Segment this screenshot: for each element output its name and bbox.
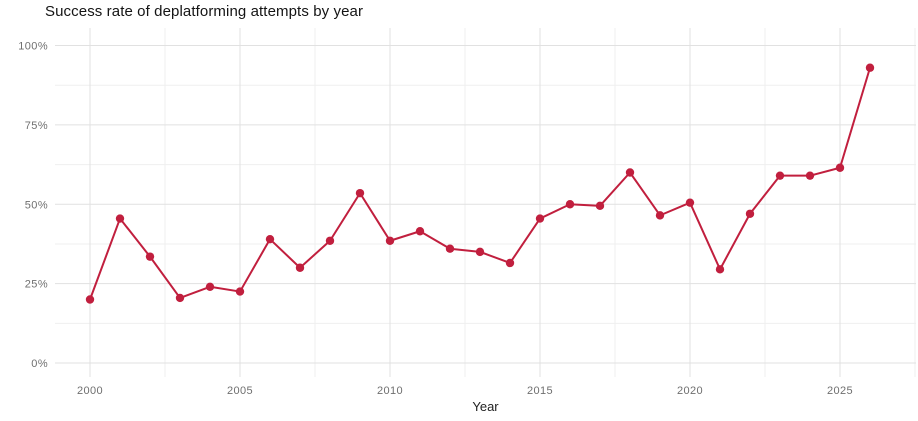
- data-point-2000: [85, 295, 95, 304]
- data-point-2002: [145, 252, 155, 261]
- data-point-2005: [235, 287, 245, 296]
- data-point-2018: [625, 168, 635, 177]
- data-point-2001: [115, 214, 125, 223]
- y-tick-label: 25%: [25, 279, 48, 291]
- chart-title: Success rate of deplatforming attempts b…: [45, 3, 364, 20]
- data-point-2015: [535, 214, 545, 223]
- data-point-2004: [205, 282, 215, 291]
- data-point-2007: [295, 263, 305, 272]
- x-tick-label: 2020: [677, 385, 703, 397]
- x-tick-label: 2010: [377, 385, 403, 397]
- data-point-2019: [655, 211, 665, 220]
- data-line: [89, 66, 871, 301]
- data-point-2006: [265, 234, 275, 244]
- x-axis-title: Year: [472, 399, 499, 414]
- data-point-2021: [715, 265, 725, 274]
- x-tick-label: 2000: [77, 385, 103, 397]
- data-point-2011: [415, 227, 425, 236]
- data-point-2020: [685, 198, 695, 207]
- data-point-2023: [775, 171, 785, 180]
- data-point-2017: [595, 201, 605, 211]
- data-point-2009: [355, 188, 365, 198]
- y-tick-label: 75%: [25, 120, 48, 132]
- data-point-2003: [175, 293, 185, 303]
- y-tick-label: 100%: [18, 41, 48, 53]
- data-point-2010: [385, 236, 395, 245]
- x-tick-label: 2015: [527, 385, 553, 397]
- data-point-2012: [445, 244, 455, 253]
- data-point-2024: [805, 171, 815, 180]
- y-tick-label: 50%: [25, 199, 48, 211]
- data-point-2026: [865, 63, 875, 72]
- y-tick-label: 0%: [31, 358, 48, 370]
- data-point-2014: [505, 258, 515, 268]
- x-tick-label: 2005: [227, 385, 253, 397]
- data-point-2008: [325, 236, 335, 245]
- data-point-2013: [475, 247, 485, 257]
- x-tick-label: 2025: [827, 385, 853, 397]
- data-point-2025: [835, 163, 845, 172]
- data-point-2016: [565, 200, 575, 209]
- data-point-2022: [745, 209, 755, 218]
